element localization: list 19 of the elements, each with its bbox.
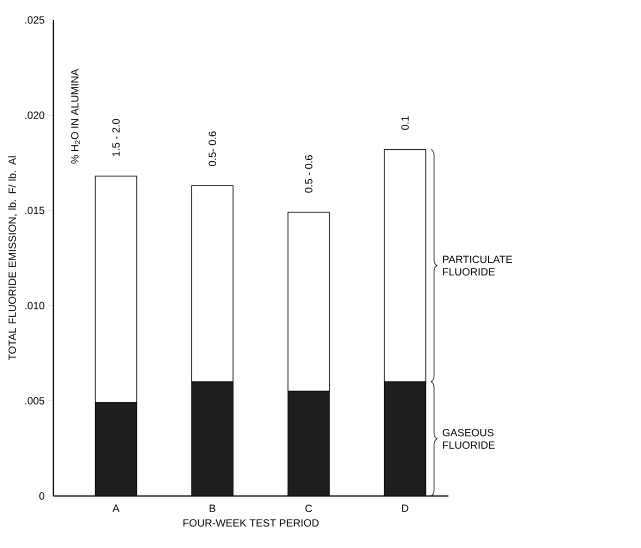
y-tick-label: .010 (25, 302, 44, 310)
annotation: 0.5- 0.6 (208, 131, 216, 166)
x-axis-title: FOUR-WEEK TEST PERIOD (183, 519, 319, 527)
y-tick-label: 0 (39, 492, 44, 500)
y-axis-title: TOTAL FLUORIDE EMISSION, lb. F/ lb. Al (8, 156, 18, 360)
annotation: 0.1 (401, 116, 409, 130)
x-tick-label: B (210, 504, 216, 512)
annotation: % H$_{2}$O IN ALUMINA (71, 68, 80, 164)
x-tick-label: C (305, 504, 312, 512)
y-tick-label: .005 (25, 397, 44, 404)
y-tick-label: .015 (25, 206, 44, 214)
annotation: 1.5 - 2.0 (112, 118, 120, 156)
x-tick-label: D (402, 504, 408, 512)
y-tick-label: .025 (25, 16, 44, 24)
annotation: 0.5 - 0.6 (304, 155, 312, 193)
x-tick-label: A (112, 504, 120, 512)
series-label: GASEOUS FLUORIDE (442, 428, 495, 449)
series-label: PARTICULATE FLUORIDE (443, 256, 512, 276)
y-tick-label: .020 (25, 111, 44, 119)
